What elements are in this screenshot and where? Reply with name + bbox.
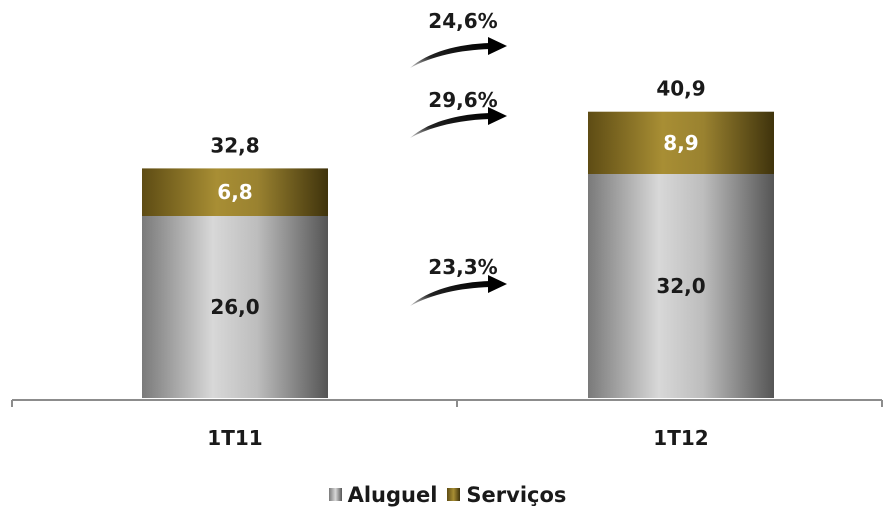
growth-arrow-3 bbox=[410, 281, 490, 306]
growth-label-2: 29,6% bbox=[428, 88, 497, 112]
growth-arrowhead-2 bbox=[488, 107, 507, 125]
bar-aluguel-1t11 bbox=[142, 216, 328, 398]
axis-layer bbox=[11, 399, 883, 407]
growth-arrow-2 bbox=[410, 113, 490, 138]
category-label-1t11: 1T11 bbox=[207, 426, 262, 450]
labels-layer: 26,0 6,8 32,8 1T11 32,0 8,9 40,9 1T12 bbox=[207, 77, 708, 450]
total-label-1t11: 32,8 bbox=[210, 133, 259, 157]
growth-label-3: 23,3% bbox=[428, 255, 497, 279]
bar-servicos-1t12 bbox=[588, 111, 774, 174]
legend-label-aluguel: Aluguel bbox=[347, 482, 438, 507]
growth-layer: 24,6% 29,6% 23,3% bbox=[410, 9, 507, 306]
legend-swatch-aluguel bbox=[328, 488, 342, 501]
growth-arrowhead-3 bbox=[488, 275, 507, 293]
data-label-aluguel-1t11: 26,0 bbox=[210, 295, 259, 319]
growth-arrowhead-1 bbox=[488, 37, 507, 55]
growth-annotation-1: 24,6% bbox=[410, 9, 507, 68]
bar-servicos-1t11 bbox=[142, 168, 328, 216]
growth-annotation-2: 29,6% bbox=[410, 88, 507, 138]
bar-aluguel-1t12 bbox=[588, 174, 774, 398]
bars-layer bbox=[142, 111, 774, 398]
growth-arrow-1 bbox=[410, 43, 490, 68]
legend: Aluguel Serviços bbox=[0, 481, 895, 508]
growth-label-1: 24,6% bbox=[428, 9, 497, 33]
total-label-1t12: 40,9 bbox=[656, 77, 705, 101]
category-label-1t12: 1T12 bbox=[653, 426, 708, 450]
legend-item-aluguel: Aluguel bbox=[328, 482, 438, 507]
legend-item-servicos: Serviços bbox=[447, 483, 566, 507]
legend-label-servicos: Serviços bbox=[466, 482, 567, 507]
growth-annotation-3: 23,3% bbox=[410, 255, 507, 306]
legend-swatch-servicos bbox=[447, 488, 461, 501]
data-label-servicos-1t11: 6,8 bbox=[217, 180, 252, 204]
data-label-servicos-1t12: 8,9 bbox=[663, 131, 698, 155]
data-label-aluguel-1t12: 32,0 bbox=[656, 274, 705, 298]
